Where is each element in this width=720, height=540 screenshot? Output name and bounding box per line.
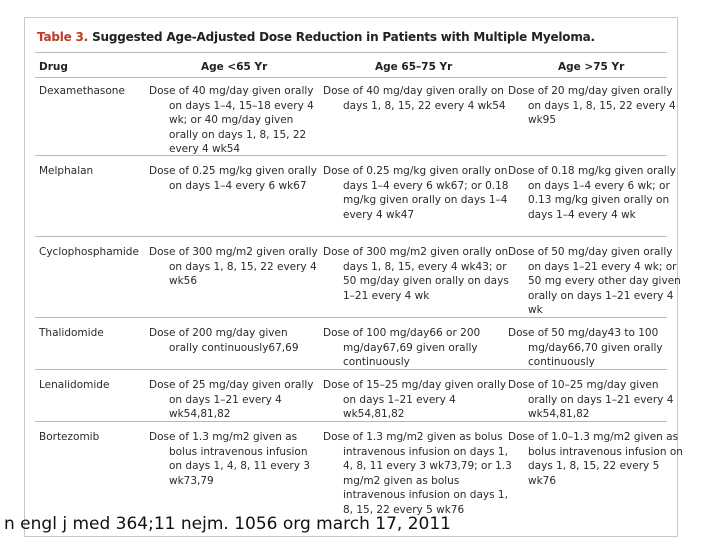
row-drug: Dexamethasone bbox=[39, 85, 125, 97]
title-rule bbox=[35, 52, 667, 53]
row-dose-over-75: Dose of 10–25 mg/day given orally on day… bbox=[508, 379, 674, 420]
row-dose-65-75: Dose of 300 mg/m2 given orally on days 1… bbox=[323, 246, 509, 302]
row-dose-over-75: Dose of 0.18 mg/kg given orally on days … bbox=[508, 165, 676, 221]
row-dose-over-75: Dose of 20 mg/day given orally on days 1… bbox=[508, 85, 676, 126]
header-drug: Drug bbox=[39, 61, 68, 73]
row-divider bbox=[35, 369, 667, 370]
header-age-65-75: Age 65–75 Yr bbox=[375, 61, 453, 73]
table-frame: Table 3. Suggested Age-Adjusted Dose Red… bbox=[24, 17, 683, 537]
row-dose-under-65: Dose of 1.3 mg/m2 given as bolus intrave… bbox=[149, 431, 310, 487]
row-drug: Melphalan bbox=[39, 165, 94, 177]
row-drug: Cyclophosphamide bbox=[39, 246, 139, 258]
row-divider bbox=[35, 155, 667, 156]
row-dose-over-75: Dose of 50 mg/day43 to 100 mg/day66,70 g… bbox=[508, 327, 663, 368]
row-dose-over-75: Dose of 50 mg/day given orally on days 1… bbox=[508, 246, 681, 316]
row-drug: Thalidomide bbox=[39, 327, 104, 339]
row-dose-65-75: Dose of 40 mg/day given orally on days 1… bbox=[323, 85, 506, 112]
row-dose-65-75: Dose of 0.25 mg/kg given orally on days … bbox=[323, 165, 509, 221]
row-divider bbox=[35, 421, 667, 422]
row-divider bbox=[35, 317, 667, 318]
row-dose-over-75: Dose of 1.0–1.3 mg/m2 given as bolus int… bbox=[508, 431, 683, 487]
row-dose-65-75: Dose of 100 mg/day66 or 200 mg/day67,69 … bbox=[323, 327, 481, 368]
row-dose-under-65: Dose of 200 mg/day given orally continuo… bbox=[149, 327, 299, 354]
row-drug: Bortezomib bbox=[39, 431, 100, 443]
header-rule bbox=[35, 77, 667, 78]
citation-footer: n engl j med 364;11 nejm. 1056 org march… bbox=[4, 514, 451, 534]
row-dose-under-65: Dose of 0.25 mg/kg given orally on days … bbox=[149, 165, 317, 192]
row-dose-65-75: Dose of 1.3 mg/m2 given as bolus intrave… bbox=[323, 431, 512, 516]
table-title: Table 3. Suggested Age-Adjusted Dose Red… bbox=[37, 30, 595, 44]
header-age-over-75: Age >75 Yr bbox=[558, 61, 625, 73]
row-drug: Lenalidomide bbox=[39, 379, 110, 391]
header-age-under-65: Age <65 Yr bbox=[201, 61, 268, 73]
row-dose-under-65: Dose of 300 mg/m2 given orally on days 1… bbox=[149, 246, 318, 287]
table-title-text: Suggested Age-Adjusted Dose Reduction in… bbox=[92, 30, 595, 44]
row-dose-under-65: Dose of 40 mg/day given orally on days 1… bbox=[149, 85, 314, 155]
table-number: Table 3. bbox=[37, 30, 89, 44]
row-divider bbox=[35, 236, 667, 237]
row-dose-under-65: Dose of 25 mg/day given orally on days 1… bbox=[149, 379, 314, 420]
row-dose-65-75: Dose of 15–25 mg/day given orally on day… bbox=[323, 379, 507, 420]
